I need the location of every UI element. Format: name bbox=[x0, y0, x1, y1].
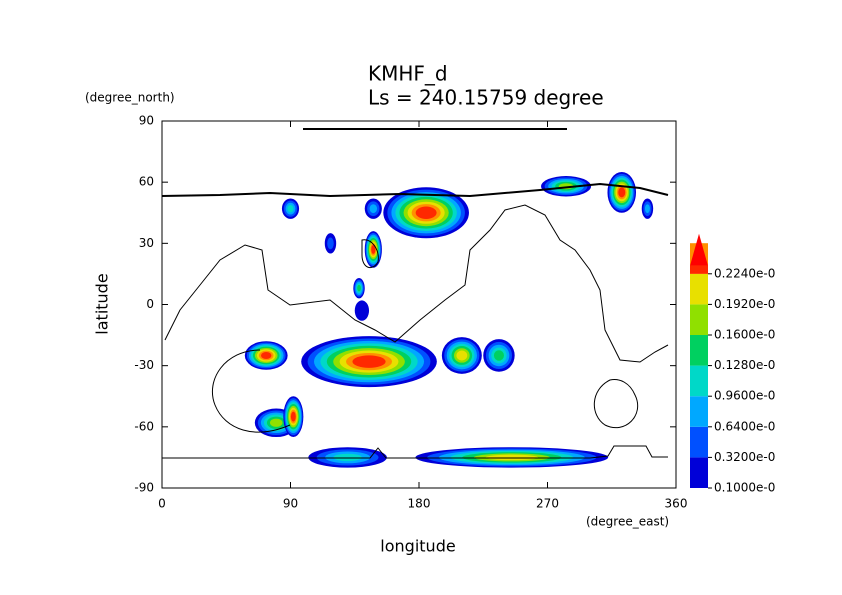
field-feature bbox=[364, 198, 382, 219]
contour-band bbox=[352, 355, 386, 368]
colorbar-label: 0.1920e-0 bbox=[714, 297, 775, 311]
y-tick-label: -30 bbox=[134, 358, 154, 372]
coastlines bbox=[161, 128, 669, 459]
field-feature bbox=[301, 336, 437, 388]
polar-cap-edge bbox=[161, 182, 669, 198]
colorbar-swatch bbox=[690, 265, 708, 274]
field-feature bbox=[283, 396, 304, 438]
colorbar-label: 0.1280e-0 bbox=[714, 358, 775, 372]
colorbar-label: 0.1600e-0 bbox=[714, 328, 775, 342]
contour-band bbox=[456, 350, 468, 361]
y-tick-label: 60 bbox=[139, 175, 154, 189]
field-feature bbox=[641, 198, 654, 219]
colorbar-label: 0.6400e-0 bbox=[714, 419, 775, 433]
contour-band bbox=[287, 204, 294, 213]
colorbar-swatch bbox=[690, 273, 708, 305]
colorbar-swatch bbox=[690, 365, 708, 397]
plot-frame bbox=[161, 120, 677, 489]
contour-band bbox=[327, 237, 334, 250]
x-tick-label: 90 bbox=[283, 497, 298, 511]
colorbar-swatch bbox=[690, 396, 708, 427]
field-feature bbox=[483, 339, 515, 372]
colorbar-swatch bbox=[690, 457, 708, 488]
field-feature bbox=[353, 277, 365, 299]
colorbar-label: 0.3200e-0 bbox=[714, 450, 775, 464]
colorbar-label: 0.2240e-0 bbox=[714, 266, 775, 280]
field-feature bbox=[281, 198, 300, 219]
y-tick-label: 30 bbox=[139, 236, 154, 250]
colorbar-arrow bbox=[690, 233, 708, 266]
coastline bbox=[593, 379, 639, 429]
x-units: (degree_east) bbox=[586, 515, 669, 529]
x-tick-label: 270 bbox=[536, 497, 559, 511]
colorbar-swatch bbox=[690, 426, 708, 458]
coastline bbox=[361, 239, 379, 269]
y-tick-label: 0 bbox=[146, 297, 154, 311]
coastline bbox=[211, 349, 291, 433]
colorbar-label: 0.1000e-0 bbox=[714, 481, 775, 495]
coastline bbox=[162, 445, 668, 459]
contour-band bbox=[269, 418, 283, 427]
contour-band bbox=[354, 300, 370, 321]
colorbar-swatch bbox=[690, 335, 708, 366]
y-tick-label: 90 bbox=[139, 114, 154, 128]
x-tick-label: 0 bbox=[158, 497, 166, 511]
contour-band bbox=[485, 454, 538, 461]
title-line: Ls = 240.15759 degree bbox=[368, 86, 604, 110]
contour-band bbox=[371, 244, 376, 254]
contour-band bbox=[369, 204, 378, 214]
contour-band bbox=[260, 351, 272, 359]
contour-band bbox=[618, 187, 626, 198]
x-tick-label: 360 bbox=[665, 497, 688, 511]
field-feature bbox=[541, 176, 592, 197]
y-label: latitude bbox=[93, 273, 112, 334]
contour-band bbox=[415, 206, 437, 219]
contour-band bbox=[493, 350, 504, 361]
field-feature bbox=[354, 300, 370, 321]
coastline bbox=[164, 204, 669, 363]
field-feature bbox=[383, 187, 469, 239]
y-tick-label: -60 bbox=[134, 419, 154, 433]
field-feature bbox=[364, 231, 382, 268]
x-label: longitude bbox=[380, 537, 455, 556]
colorbar-swatch bbox=[690, 304, 708, 335]
field-feature bbox=[308, 447, 387, 468]
x-tick-label: 180 bbox=[408, 497, 431, 511]
field bbox=[244, 171, 654, 468]
field-feature bbox=[324, 233, 337, 254]
colorbar-label: 0.9600e-0 bbox=[714, 389, 775, 403]
contour-band bbox=[290, 411, 296, 422]
y-units: (degree_north) bbox=[85, 91, 175, 105]
title-line: KMHF_d bbox=[368, 62, 448, 86]
field-feature bbox=[607, 171, 637, 213]
contour-band bbox=[644, 204, 650, 214]
field-feature bbox=[441, 337, 482, 374]
y-tick-label: -90 bbox=[134, 481, 154, 495]
field-feature bbox=[244, 341, 288, 370]
field-feature bbox=[415, 447, 609, 468]
contour-band bbox=[333, 453, 362, 462]
contour-band bbox=[357, 284, 361, 292]
